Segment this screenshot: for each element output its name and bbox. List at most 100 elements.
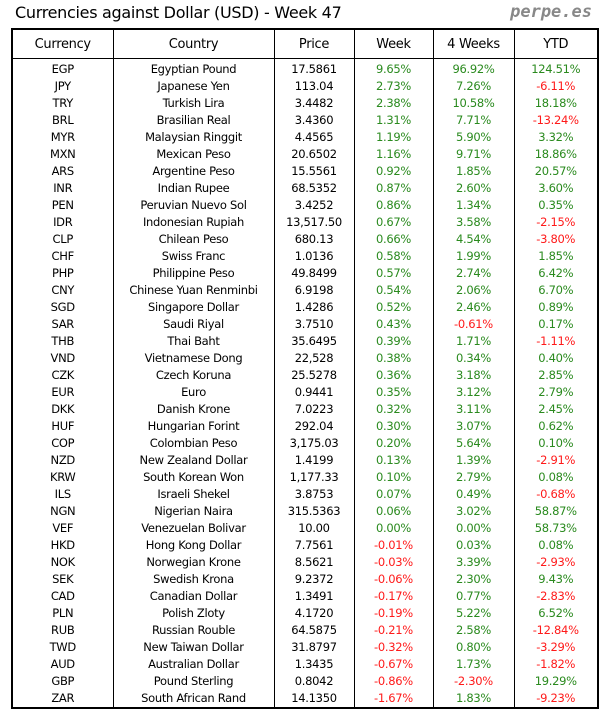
cell-country: Singapore Dollar bbox=[112, 299, 275, 316]
cell-price: 35.6495 bbox=[273, 333, 355, 350]
cell-currency: PHP bbox=[11, 265, 114, 282]
cell-week: 0.00% bbox=[353, 520, 434, 537]
table-row: EUR Euro 0.9441 0.35% 3.12% 2.79% bbox=[11, 384, 599, 401]
cell-price: 31.8797 bbox=[273, 639, 355, 656]
cell-ytd: 0.10% bbox=[513, 435, 599, 452]
cell-currency: EGP bbox=[11, 58, 114, 78]
cell-country: Vietnamese Dong bbox=[112, 350, 275, 367]
cell-week: -0.21% bbox=[353, 622, 434, 639]
cell-ytd: 0.89% bbox=[513, 299, 599, 316]
table-row: DKK Danish Krone 7.0223 0.32% 3.11% 2.45% bbox=[11, 401, 599, 418]
cell-price: 3.7510 bbox=[273, 316, 355, 333]
cell-country: Israeli Shekel bbox=[112, 486, 275, 503]
cell-country: Nigerian Naira bbox=[112, 503, 275, 520]
table-row: NZD New Zealand Dollar 1.4199 0.13% 1.39% -2.… bbox=[11, 452, 599, 469]
cell-currency: SEK bbox=[11, 571, 114, 588]
cell-ytd: 0.08% bbox=[513, 469, 599, 486]
cell-week: 0.38% bbox=[353, 350, 434, 367]
cell-currency: VND bbox=[11, 350, 114, 367]
cell-ytd: 6.42% bbox=[513, 265, 599, 282]
cell-ytd: 124.51% bbox=[513, 58, 599, 78]
cell-ytd: 18.18% bbox=[513, 95, 599, 112]
cell-ytd: -1.11% bbox=[513, 333, 599, 350]
cell-price: 292.04 bbox=[273, 418, 355, 435]
cell-currency: JPY bbox=[11, 78, 114, 95]
table-body: EGP Egyptian Pound 17.5861 9.65% 96.92% 124.5… bbox=[11, 58, 599, 708]
table-row: AUD Australian Dollar 1.3435 -0.67% 1.73% -1.… bbox=[11, 656, 599, 673]
cell-ytd: -3.80% bbox=[513, 231, 599, 248]
cell-week: 0.20% bbox=[353, 435, 434, 452]
cell-currency: BRL bbox=[11, 112, 114, 129]
cell-currency: NZD bbox=[11, 452, 114, 469]
cell-currency: CNY bbox=[11, 282, 114, 299]
cell-4-weeks: -2.30% bbox=[432, 673, 515, 690]
cell-week: 0.39% bbox=[353, 333, 434, 350]
cell-ytd: -12.84% bbox=[513, 622, 599, 639]
table-row: NOK Norwegian Krone 8.5621 -0.03% 3.39% -2.93… bbox=[11, 554, 599, 571]
header-currency: Currency bbox=[11, 28, 114, 59]
cell-ytd: 18.86% bbox=[513, 146, 599, 163]
cell-ytd: -2.93% bbox=[513, 554, 599, 571]
cell-4-weeks: 3.58% bbox=[432, 214, 515, 231]
cell-country: Brasilian Real bbox=[112, 112, 275, 129]
cell-currency: DKK bbox=[11, 401, 114, 418]
cell-price: 17.5861 bbox=[273, 58, 355, 78]
currency-table: Currency Country Price Week 4 Weeks YTD … bbox=[11, 28, 599, 709]
cell-currency: NOK bbox=[11, 554, 114, 571]
cell-ytd: -3.29% bbox=[513, 639, 599, 656]
cell-week: 0.36% bbox=[353, 367, 434, 384]
cell-ytd: 0.35% bbox=[513, 197, 599, 214]
table-row: INR Indian Rupee 68.5352 0.87% 2.60% 3.60% bbox=[11, 180, 599, 197]
cell-price: 7.0223 bbox=[273, 401, 355, 418]
cell-country: Czech Koruna bbox=[112, 367, 275, 384]
cell-ytd: 0.62% bbox=[513, 418, 599, 435]
cell-4-weeks: 1.34% bbox=[432, 197, 515, 214]
cell-country: Euro bbox=[112, 384, 275, 401]
cell-currency: VEF bbox=[11, 520, 114, 537]
cell-currency: PLN bbox=[11, 605, 114, 622]
cell-ytd: -9.23% bbox=[513, 690, 599, 708]
table-row: RUB Russian Rouble 64.5875 -0.21% 2.58% -12.8… bbox=[11, 622, 599, 639]
header-country: Country bbox=[112, 28, 275, 59]
cell-price: 64.5875 bbox=[273, 622, 355, 639]
cell-4-weeks: 2.30% bbox=[432, 571, 515, 588]
cell-4-weeks: 96.92% bbox=[432, 58, 515, 78]
cell-price: 1.4286 bbox=[273, 299, 355, 316]
table-row: PLN Polish Zloty 4.1720 -0.19% 5.22% 6.52% bbox=[11, 605, 599, 622]
cell-currency: PEN bbox=[11, 197, 114, 214]
cell-week: 0.52% bbox=[353, 299, 434, 316]
cell-week: 0.66% bbox=[353, 231, 434, 248]
table-row: GBP Pound Sterling 0.8042 -0.86% -2.30% 19.29… bbox=[11, 673, 599, 690]
cell-ytd: 9.43% bbox=[513, 571, 599, 588]
table-row: SEK Swedish Krona 9.2372 -0.06% 2.30% 9.43% bbox=[11, 571, 599, 588]
cell-country: Polish Zloty bbox=[112, 605, 275, 622]
cell-price: 1.0136 bbox=[273, 248, 355, 265]
cell-4-weeks: 7.71% bbox=[432, 112, 515, 129]
table-row: CNY Chinese Yuan Renminbi 6.9198 0.54% 2.06%… bbox=[11, 282, 599, 299]
cell-ytd: 2.85% bbox=[513, 367, 599, 384]
cell-ytd: 20.57% bbox=[513, 163, 599, 180]
cell-country: Saudi Riyal bbox=[112, 316, 275, 333]
cell-4-weeks: 2.74% bbox=[432, 265, 515, 282]
cell-ytd: 0.17% bbox=[513, 316, 599, 333]
cell-4-weeks: 2.58% bbox=[432, 622, 515, 639]
cell-price: 13,517.50 bbox=[273, 214, 355, 231]
cell-ytd: 2.79% bbox=[513, 384, 599, 401]
cell-currency: HUF bbox=[11, 418, 114, 435]
cell-week: 0.57% bbox=[353, 265, 434, 282]
cell-week: 0.58% bbox=[353, 248, 434, 265]
cell-week: -0.86% bbox=[353, 673, 434, 690]
table-row: ARS Argentine Peso 15.5561 0.92% 1.85% 20.57% bbox=[11, 163, 599, 180]
cell-week: 0.10% bbox=[353, 469, 434, 486]
cell-price: 4.4565 bbox=[273, 129, 355, 146]
header-4-weeks: 4 Weeks bbox=[432, 28, 515, 59]
cell-ytd: -2.15% bbox=[513, 214, 599, 231]
cell-country: Norwegian Krone bbox=[112, 554, 275, 571]
cell-currency: RUB bbox=[11, 622, 114, 639]
header-week: Week bbox=[353, 28, 434, 59]
cell-country: Thai Baht bbox=[112, 333, 275, 350]
cell-country: Turkish Lira bbox=[112, 95, 275, 112]
cell-week: -0.19% bbox=[353, 605, 434, 622]
cell-price: 6.9198 bbox=[273, 282, 355, 299]
cell-4-weeks: 0.49% bbox=[432, 486, 515, 503]
